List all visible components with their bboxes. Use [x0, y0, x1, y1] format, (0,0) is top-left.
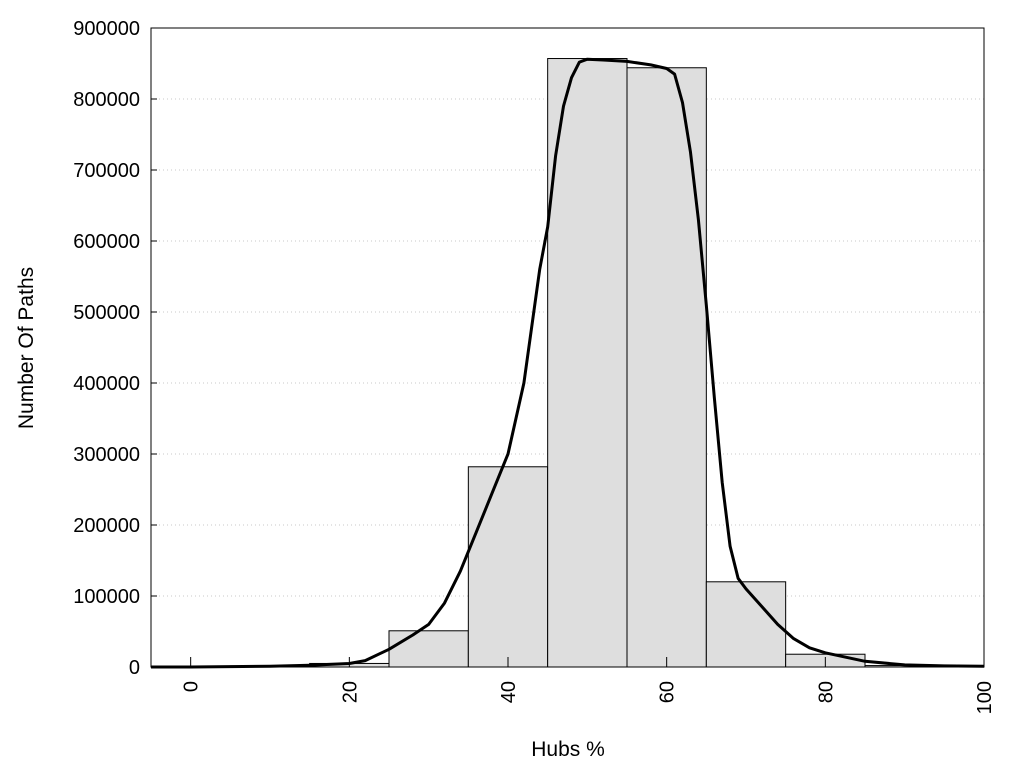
y-tick-label: 600000 — [73, 231, 140, 253]
x-tick-label: 80 — [815, 681, 837, 703]
curve-line — [151, 57, 985, 669]
y-axis-title: Number Of Paths — [15, 267, 38, 429]
histogram-bar — [626, 67, 707, 668]
histogram-bars — [150, 58, 945, 668]
y-tick-label: 200000 — [73, 515, 140, 537]
x-tick-label: 0 — [181, 681, 203, 692]
plot-frame — [150, 27, 985, 668]
y-tick-label: 500000 — [73, 302, 140, 324]
y-tick-label: 0 — [129, 657, 140, 679]
x-tick-label: 20 — [339, 681, 361, 703]
y-tick-label: 400000 — [73, 373, 140, 395]
y-tick-label: 800000 — [73, 89, 140, 111]
y-tick-label: 700000 — [73, 160, 140, 182]
histogram-bar — [547, 58, 628, 668]
y-tick-label: 300000 — [73, 444, 140, 466]
density-curve — [151, 57, 985, 669]
y-tick-label: 100000 — [73, 586, 140, 608]
x-tick-label: 40 — [498, 681, 520, 703]
y-tick-label: 900000 — [73, 18, 140, 40]
x-axis: 0 20 40 60 80 100 — [181, 657, 996, 714]
x-tick-label: 100 — [974, 681, 996, 714]
histogram-bar — [467, 466, 549, 668]
histogram-bar — [388, 630, 469, 668]
x-axis-title: Hubs % — [531, 738, 605, 761]
x-tick-label: 60 — [657, 681, 679, 703]
histogram-bar — [705, 581, 787, 668]
y-axis: 0 100000 200000 300000 400000 500000 600000 700… — [73, 18, 157, 679]
